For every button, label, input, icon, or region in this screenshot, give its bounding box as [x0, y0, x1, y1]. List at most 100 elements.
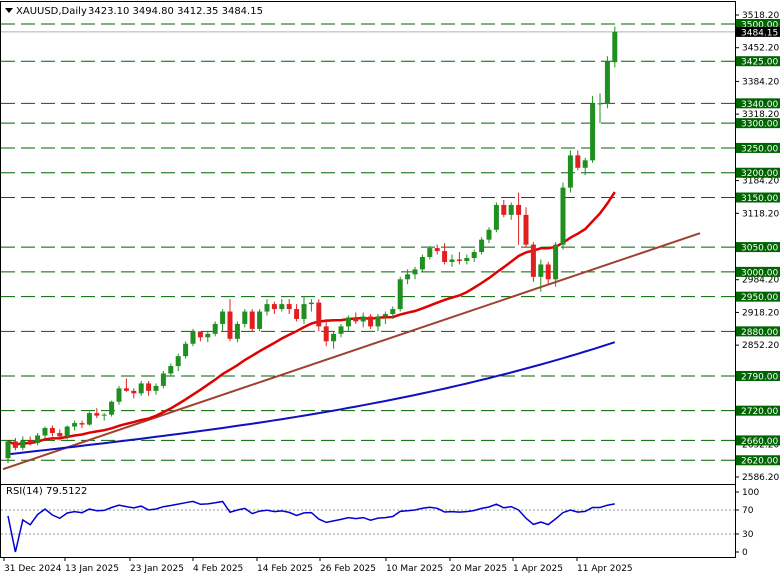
candle-body	[64, 426, 70, 437]
rsi-tick-label: 100	[742, 488, 759, 498]
candle-body	[590, 103, 596, 161]
time-tick-label: 26 Feb 2025	[320, 564, 376, 574]
candle-body	[72, 423, 78, 427]
candle-body	[523, 214, 529, 245]
candle-body	[456, 259, 462, 261]
candle-body	[94, 413, 100, 416]
candle-body	[604, 61, 610, 104]
level-value: 2660.00	[741, 437, 778, 447]
candle-body	[109, 401, 115, 415]
level-box	[736, 242, 780, 253]
level-value: 2720.00	[741, 407, 778, 417]
candle-body	[493, 204, 499, 230]
candles	[5, 26, 618, 464]
candle-body	[79, 423, 85, 425]
level-box	[736, 56, 780, 67]
level-box	[736, 370, 780, 381]
time-tick-label: 10 Mar 2025	[386, 564, 443, 574]
last-price-value: 3484.15	[741, 28, 778, 38]
candle-body	[479, 239, 485, 253]
candle-body	[360, 316, 366, 322]
candle-body	[205, 333, 211, 338]
candle-body	[530, 244, 536, 277]
level-box	[736, 192, 780, 203]
candle-body	[405, 274, 411, 280]
candle-body	[190, 331, 196, 344]
level-value: 3050.00	[741, 244, 778, 254]
candle-body	[27, 440, 33, 443]
candle-body	[464, 257, 470, 261]
level-box	[736, 435, 780, 446]
time-tick-label: 11 Apr 2025	[577, 564, 633, 574]
level-value: 3200.00	[741, 169, 778, 179]
candle-body	[138, 383, 144, 394]
symbol-label: XAUUSD,Daily	[16, 6, 87, 17]
candle-body	[516, 204, 522, 215]
level-box	[736, 326, 780, 337]
level-value: 3340.00	[741, 100, 778, 110]
level-value: 2880.00	[741, 328, 778, 338]
level-box	[736, 98, 780, 109]
level-value: 3000.00	[741, 268, 778, 278]
candle-body	[567, 155, 573, 188]
level-box	[736, 405, 780, 416]
trendline	[2, 232, 701, 471]
candle-body	[286, 304, 292, 310]
candle-body	[508, 204, 514, 215]
level-box	[736, 455, 780, 466]
level-value: 3425.00	[741, 58, 778, 68]
candle-body	[220, 311, 226, 324]
level-value: 3500.00	[741, 21, 778, 31]
price-tick-label: 3184.20	[742, 177, 779, 187]
candle-body	[375, 316, 381, 327]
level-value: 2620.00	[741, 457, 778, 467]
price-tick-label: 2918.20	[742, 308, 779, 318]
candle-body	[427, 248, 433, 258]
time-tick-label: 23 Jan 2025	[130, 564, 184, 574]
price-tick-label: 3452.20	[742, 44, 779, 54]
time-tick-label: 4 Feb 2025	[193, 564, 243, 574]
rsi-panel: 100 70 30 0	[1, 488, 759, 558]
candle-body	[442, 251, 448, 262]
time-axis: 31 Dec 2024 13 Jan 2025 23 Jan 2025 4 Feb 2…	[3, 557, 633, 574]
candle-body	[486, 229, 492, 240]
candle-body	[12, 441, 18, 448]
level-box	[736, 266, 780, 277]
candle-body	[146, 383, 152, 391]
candle-body	[153, 385, 159, 391]
candle-body	[582, 160, 588, 168]
time-tick-label: 13 Jan 2025	[65, 564, 119, 574]
candle-body	[168, 366, 174, 374]
candle-body	[279, 304, 285, 310]
candle-body	[316, 302, 322, 327]
ma-slow-line	[7, 341, 616, 456]
candle-body	[501, 204, 507, 215]
candle-body	[553, 244, 559, 280]
candle-body	[101, 414, 107, 416]
candle-body	[131, 390, 137, 394]
candle-body	[212, 323, 218, 334]
candle-body	[5, 441, 11, 459]
candle-body	[323, 326, 329, 342]
level-box	[736, 167, 780, 178]
candle-body	[234, 323, 240, 339]
candle-body	[449, 259, 455, 262]
price-tick-label: 3318.20	[742, 110, 779, 120]
level-box	[736, 19, 780, 30]
candle-body	[271, 304, 277, 310]
candle-body	[123, 388, 129, 391]
last-price-box	[736, 26, 780, 37]
dropdown-triangle-icon[interactable]	[5, 8, 13, 13]
candle-body	[301, 304, 307, 319]
level-value: 3150.00	[741, 194, 778, 204]
level-value: 2950.00	[741, 293, 778, 303]
price-tick-label: 2852.20	[742, 341, 779, 351]
time-tick-label: 20 Mar 2025	[450, 564, 507, 574]
time-tick-label: 1 Apr 2025	[513, 564, 563, 574]
candle-body	[116, 388, 122, 402]
rsi-tick-label: 70	[742, 506, 754, 516]
candle-body	[597, 103, 603, 105]
price-tick-label: 2984.20	[742, 276, 779, 286]
